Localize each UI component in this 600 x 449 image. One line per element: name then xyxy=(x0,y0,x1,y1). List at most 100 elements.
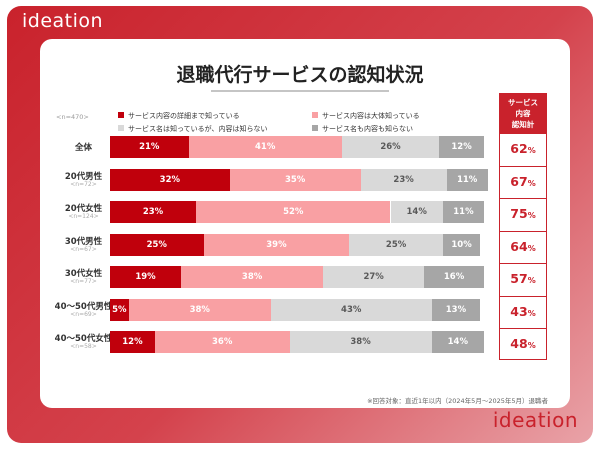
legend-swatch-detail xyxy=(118,112,124,118)
logo-bottom: ideation xyxy=(492,408,578,432)
category-label: 20代女性 xyxy=(64,204,103,214)
bar-segment: 11% xyxy=(446,168,488,191)
data-label: 10% xyxy=(451,239,472,250)
awareness-separator xyxy=(499,263,547,264)
bar-segment: 23% xyxy=(110,201,197,223)
awareness-separator xyxy=(499,295,547,297)
data-label: 11% xyxy=(453,207,474,217)
data-label: 21% xyxy=(139,142,160,152)
bar-segment: 38% xyxy=(289,331,432,353)
data-label: 11% xyxy=(456,174,478,185)
data-label: 26% xyxy=(380,142,401,152)
sample-size-total: <n=470> xyxy=(56,113,89,121)
title-underline xyxy=(211,90,389,92)
category-label: 30代男性 xyxy=(64,236,103,247)
bar-segment: 21% xyxy=(110,136,189,158)
bar-segment: 35% xyxy=(229,168,361,191)
bar-segment: 25% xyxy=(349,233,443,256)
data-label: 38% xyxy=(350,337,371,347)
awareness-value: 43% xyxy=(510,303,536,319)
bar-row: 12% 36% 38% 14% xyxy=(110,331,484,353)
legend-label-rough: サービス内容は大体知っている xyxy=(322,112,420,120)
bar-segment: 43% xyxy=(270,298,432,321)
data-label: 27% xyxy=(363,272,384,282)
legend-label-unknown: サービス名も内容も知らない xyxy=(322,125,413,133)
category-sample-size: <n=58> xyxy=(70,343,97,350)
bar-segment: 38% xyxy=(128,298,271,321)
bar-segment: 12% xyxy=(439,136,484,158)
legend-swatch-name-only xyxy=(118,125,124,131)
bar-segment: 27% xyxy=(323,266,425,288)
awareness-value: 75% xyxy=(510,206,536,221)
legend-item-detail: サービス内容の詳細まで知っている xyxy=(118,111,240,121)
bar-segment: 19% xyxy=(110,266,182,288)
bar-row: 21% 41% 26% 12% xyxy=(110,136,484,158)
bar-segment: 32% xyxy=(110,168,230,191)
data-label: 38% xyxy=(241,272,263,282)
awareness-separator xyxy=(499,165,547,167)
bar-segment: 39% xyxy=(203,233,350,256)
awareness-header-line-3: 認知計 xyxy=(511,120,535,129)
category-label: 40～50代女性 xyxy=(54,334,113,344)
data-label: 36% xyxy=(212,337,233,347)
awareness-header: サービス 内容 認知計 xyxy=(499,93,547,133)
category-sample-size: <n=72> xyxy=(70,180,97,188)
bar-plot-area: 21% 41% 26% 12% 32% 35% 23% 11% 23% 52% 14% 11% 25% 3… xyxy=(110,130,488,360)
awareness-value: 64% xyxy=(510,238,536,254)
data-label: 25% xyxy=(385,239,407,250)
bar-row: 5% 38% 43% 13% xyxy=(110,298,484,321)
awareness-value: 57% xyxy=(510,271,536,286)
data-label: 23% xyxy=(142,207,164,217)
bar-segment: 23% xyxy=(360,168,447,191)
category-sample-size: <n=67> xyxy=(70,245,97,253)
bar-segment: 13% xyxy=(431,298,481,321)
data-label: 14% xyxy=(406,207,427,217)
awareness-separator xyxy=(499,328,547,329)
awareness-value: 67% xyxy=(510,173,536,189)
legend-item-rough: サービス内容は大体知っている xyxy=(312,111,420,121)
bar-segment: 14% xyxy=(390,201,443,223)
bar-segment: 52% xyxy=(196,201,391,223)
data-label: 12% xyxy=(122,337,143,347)
data-label: 19% xyxy=(135,272,156,282)
bar-segment: 14% xyxy=(431,331,484,353)
bar-segment: 41% xyxy=(188,136,342,158)
bar-row: 32% 35% 23% 11% xyxy=(110,168,488,191)
bar-segment: 12% xyxy=(110,331,155,353)
category-label: 40～50代男性 xyxy=(54,301,113,312)
awareness-separator xyxy=(499,198,547,199)
bar-segment: 16% xyxy=(424,266,484,288)
awareness-header-line-2: 内容 xyxy=(515,109,531,118)
bar-segment: 25% xyxy=(110,233,204,256)
logo-top: ideation xyxy=(22,10,104,32)
data-label: 41% xyxy=(255,142,276,152)
footnote: ※回答対象：直近1年以内（2024年5月〜2025年5月）退職者 xyxy=(367,397,548,405)
bar-segment: 10% xyxy=(442,233,481,256)
awareness-value: 48% xyxy=(510,336,536,351)
category-label: 30代女性 xyxy=(64,269,103,279)
bar-segment: 38% xyxy=(181,266,324,288)
category-sample-size: <n=124> xyxy=(68,213,99,220)
chart-title: 退職代行サービスの認知状況 xyxy=(176,64,424,86)
data-label: 14% xyxy=(447,337,468,347)
legend-label-detail: サービス内容の詳細まで知っている xyxy=(128,112,240,120)
data-label: 25% xyxy=(146,239,167,250)
legend-swatch-unknown xyxy=(312,125,318,131)
bar-segment: 11% xyxy=(442,201,484,223)
data-label: 12% xyxy=(451,142,472,152)
category-sample-size: <n=77> xyxy=(70,278,97,285)
legend-swatch-rough xyxy=(312,112,318,118)
bar-segment: 5% xyxy=(110,298,129,321)
data-label: 13% xyxy=(445,304,467,315)
bar-segment: 36% xyxy=(154,331,290,353)
data-label: 38% xyxy=(189,304,210,315)
data-label: 43% xyxy=(341,304,362,315)
data-label: 32% xyxy=(159,174,181,185)
legend-item-unknown: サービス名も内容も知らない xyxy=(312,124,413,134)
awareness-separator xyxy=(499,230,547,232)
category-label: 全体 xyxy=(74,143,92,153)
bar-row: 25% 39% 25% 10% xyxy=(110,233,484,256)
data-label: 23% xyxy=(393,174,414,185)
bar-row: 23% 52% 14% 11% xyxy=(110,201,484,223)
legend-item-name-only: サービス名は知っているが、内容は知らない xyxy=(118,124,268,134)
